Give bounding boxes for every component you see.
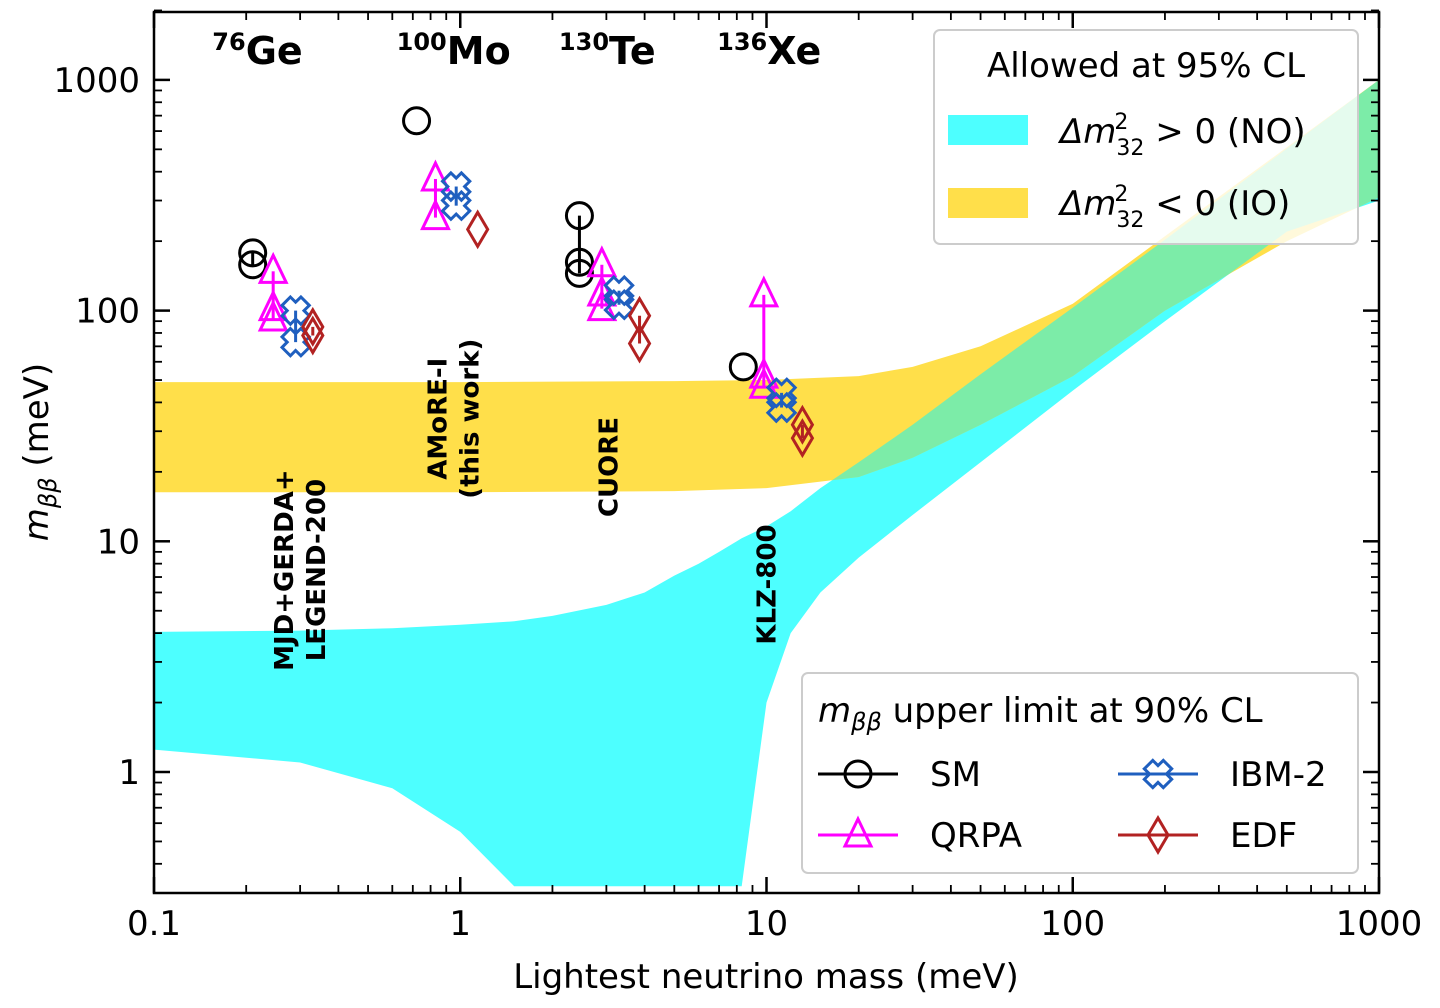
x-tick-label: 0.1 bbox=[127, 904, 181, 944]
legend-marker-qrpa bbox=[842, 815, 874, 848]
point-qrpa bbox=[257, 251, 289, 284]
x-tick-label: 1000 bbox=[1336, 904, 1423, 944]
legend-label-qrpa: QRPA bbox=[930, 816, 1022, 856]
isotope-labels: 76Ge 100Mo 130Te 136Xe bbox=[212, 28, 821, 73]
band-legend-box bbox=[933, 29, 1359, 245]
y-tick-label: 1 bbox=[118, 753, 140, 793]
legend-marker-ibm-2 bbox=[1142, 758, 1174, 790]
y-tick-label: 10 bbox=[97, 522, 140, 562]
experiment-label: MJD+GERDA+LEGEND-200 bbox=[270, 469, 332, 671]
experiment-label: KLZ-800 bbox=[753, 524, 783, 644]
y-axis-title: mββ (meV) bbox=[17, 363, 62, 541]
isotope-label: 100Mo bbox=[397, 28, 511, 73]
point-qrpa bbox=[420, 159, 451, 192]
y-tick-label: 100 bbox=[75, 292, 140, 332]
experiment-label: CUORE bbox=[595, 417, 625, 517]
x-axis-title: Lightest neutrino mass (meV) bbox=[513, 957, 1019, 997]
point-sm bbox=[564, 201, 594, 231]
plot-frame bbox=[152, 10, 1381, 895]
point-ibm-2 bbox=[603, 274, 635, 307]
isotope-label: 136Xe bbox=[717, 28, 821, 73]
axis-ticks: 0.1 1 10 100 1000 1 10 100 1000 bbox=[53, 9, 1423, 944]
legend-marker-sm bbox=[843, 759, 873, 789]
point-sm bbox=[564, 247, 594, 277]
point-ibm-2 bbox=[765, 391, 798, 424]
point-ibm-2 bbox=[440, 189, 472, 222]
point-edf bbox=[627, 323, 652, 364]
legend-label-ibm2: IBM-2 bbox=[1230, 755, 1327, 795]
point-edf bbox=[627, 295, 652, 336]
legend-marker-edf bbox=[1146, 815, 1170, 855]
y-axis-symbol: m bbox=[17, 508, 57, 541]
isotope-label: 130Te bbox=[559, 28, 656, 73]
point-edf bbox=[301, 315, 325, 356]
isotope-label: 76Ge bbox=[212, 28, 302, 73]
experiment-labels: MJD+GERDA+LEGEND-200 AMoRE-I(this work) CU… bbox=[270, 339, 782, 671]
legend-label-edf: EDF bbox=[1230, 816, 1297, 856]
allowed-bands bbox=[154, 79, 1379, 887]
y-axis-unit: (meV) bbox=[17, 363, 57, 478]
point-edf bbox=[790, 404, 815, 445]
legend-label-sm: SM bbox=[930, 755, 981, 795]
point-edf bbox=[465, 209, 490, 250]
point-edf bbox=[790, 418, 815, 459]
marker-legend-box bbox=[801, 672, 1359, 874]
point-sm bbox=[728, 352, 758, 382]
experiment-label: AMoRE-I(this work) bbox=[423, 339, 485, 499]
point-edf bbox=[301, 306, 325, 347]
point-ibm-2 bbox=[603, 288, 635, 321]
point-sm bbox=[402, 106, 432, 136]
band-legend: Allowed at 95% CL Δm2 32 > 0 (NO) Δm2 32 <… bbox=[933, 29, 1359, 245]
band-legend-swatch-io bbox=[948, 188, 1028, 218]
point-qrpa bbox=[257, 289, 289, 322]
band-legend-title: Allowed at 95% CL bbox=[987, 46, 1305, 86]
point-ibm-2 bbox=[765, 377, 798, 409]
band-legend-label-no: Δm2 32 > 0 (NO) bbox=[1057, 110, 1306, 161]
point-sm bbox=[564, 258, 594, 288]
y-axis-subscript: ββ bbox=[34, 477, 62, 509]
point-qrpa bbox=[748, 356, 780, 389]
point-qrpa bbox=[748, 275, 780, 308]
point-ibm-2 bbox=[440, 170, 472, 203]
point-qrpa bbox=[420, 198, 451, 231]
band-normal-ordering bbox=[154, 79, 1379, 887]
point-sm bbox=[238, 250, 268, 280]
point-ibm-2 bbox=[279, 326, 312, 358]
band-inverted-ordering bbox=[154, 79, 1379, 493]
x-tick-label: 100 bbox=[1040, 904, 1105, 944]
x-tick-label: 1 bbox=[449, 904, 471, 944]
point-ibm-2 bbox=[279, 294, 312, 327]
y-tick-label: 1000 bbox=[53, 61, 140, 101]
point-sm bbox=[238, 238, 268, 268]
band-legend-label-io: Δm2 32 < 0 (IO) bbox=[1057, 182, 1290, 233]
band-legend-swatch-no bbox=[948, 115, 1028, 145]
marker-legend: mββ upper limit at 90% CL SM QRPA IBM-2 … bbox=[801, 672, 1359, 874]
marker-legend-title: mββ upper limit at 90% CL bbox=[818, 691, 1263, 736]
marker-legend-entries bbox=[818, 758, 1198, 855]
limit-markers bbox=[238, 106, 815, 459]
x-tick-label: 10 bbox=[745, 904, 788, 944]
point-qrpa bbox=[257, 299, 289, 332]
